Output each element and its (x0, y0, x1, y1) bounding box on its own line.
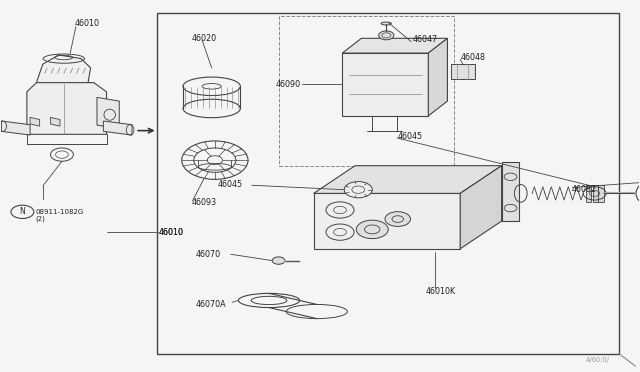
Text: 46045: 46045 (397, 132, 423, 141)
Circle shape (344, 182, 372, 198)
Polygon shape (103, 121, 132, 135)
Polygon shape (27, 83, 106, 134)
Polygon shape (314, 166, 502, 193)
Text: 46010K: 46010K (425, 287, 455, 296)
Text: A/60:0/: A/60:0/ (586, 356, 610, 363)
Polygon shape (586, 185, 591, 202)
Polygon shape (460, 166, 502, 249)
Polygon shape (30, 117, 40, 126)
Polygon shape (428, 38, 447, 116)
Polygon shape (593, 185, 598, 202)
Text: (2): (2) (36, 216, 45, 222)
Polygon shape (1, 121, 30, 135)
Text: N: N (20, 207, 26, 217)
Polygon shape (314, 193, 460, 249)
Ellipse shape (381, 22, 392, 25)
Text: 46048: 46048 (460, 53, 485, 62)
Polygon shape (342, 38, 447, 53)
Text: 46082: 46082 (572, 185, 597, 194)
Circle shape (272, 257, 285, 264)
Polygon shape (598, 185, 604, 202)
Text: 46047: 46047 (412, 35, 438, 44)
Circle shape (379, 31, 394, 40)
Polygon shape (502, 162, 520, 221)
Text: 46020: 46020 (191, 34, 216, 43)
Text: 46010: 46010 (75, 19, 100, 28)
Circle shape (385, 212, 410, 227)
Polygon shape (451, 64, 475, 79)
Text: 08911-1082G: 08911-1082G (36, 209, 84, 215)
Text: 46045: 46045 (218, 180, 243, 189)
Polygon shape (342, 53, 428, 116)
Polygon shape (36, 55, 91, 96)
Circle shape (356, 220, 388, 238)
Text: 46010: 46010 (158, 228, 183, 237)
Polygon shape (51, 117, 60, 126)
Text: 46010: 46010 (159, 228, 184, 237)
Text: 46090: 46090 (276, 80, 301, 89)
Text: 46070: 46070 (196, 250, 221, 259)
Polygon shape (97, 97, 119, 129)
Text: 46093: 46093 (191, 198, 216, 207)
Text: 46070A: 46070A (196, 300, 227, 310)
